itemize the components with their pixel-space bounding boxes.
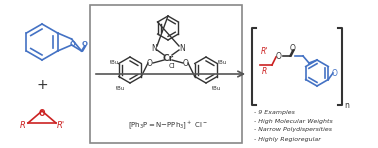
- Text: N: N: [179, 44, 185, 53]
- Text: O: O: [147, 58, 153, 67]
- Text: O: O: [276, 52, 282, 61]
- Text: O: O: [70, 41, 76, 47]
- Text: tBu: tBu: [109, 59, 119, 65]
- Bar: [90, 5, 242, 143]
- Text: - Highly Regioregular: - Highly Regioregular: [254, 136, 321, 141]
- Text: tBu: tBu: [115, 86, 125, 90]
- Text: R: R: [261, 66, 266, 75]
- Text: Cl: Cl: [169, 63, 175, 69]
- Text: R: R: [20, 120, 26, 130]
- Text: - High Molecular Weights: - High Molecular Weights: [254, 119, 333, 123]
- Text: tBu: tBu: [211, 86, 221, 90]
- Text: - 9 Examples: - 9 Examples: [254, 110, 295, 115]
- Text: N: N: [151, 44, 157, 53]
- Text: tBu: tBu: [217, 59, 227, 65]
- Text: O: O: [183, 58, 189, 67]
- Text: n: n: [344, 100, 349, 110]
- Text: R': R': [260, 46, 268, 56]
- Text: $\left[\mathrm{Ph_3P{=}N{-}PPh_3}\right]^+$ Cl$^-$: $\left[\mathrm{Ph_3P{=}N{-}PPh_3}\right]…: [128, 119, 208, 131]
- Text: - Narrow Polydispersities: - Narrow Polydispersities: [254, 127, 332, 132]
- Text: O: O: [290, 44, 296, 53]
- Text: O: O: [82, 41, 88, 47]
- Text: O: O: [39, 108, 45, 118]
- Text: R': R': [57, 120, 65, 130]
- Text: +: +: [36, 78, 48, 92]
- Text: Cr: Cr: [163, 53, 174, 62]
- Text: O: O: [332, 69, 338, 78]
